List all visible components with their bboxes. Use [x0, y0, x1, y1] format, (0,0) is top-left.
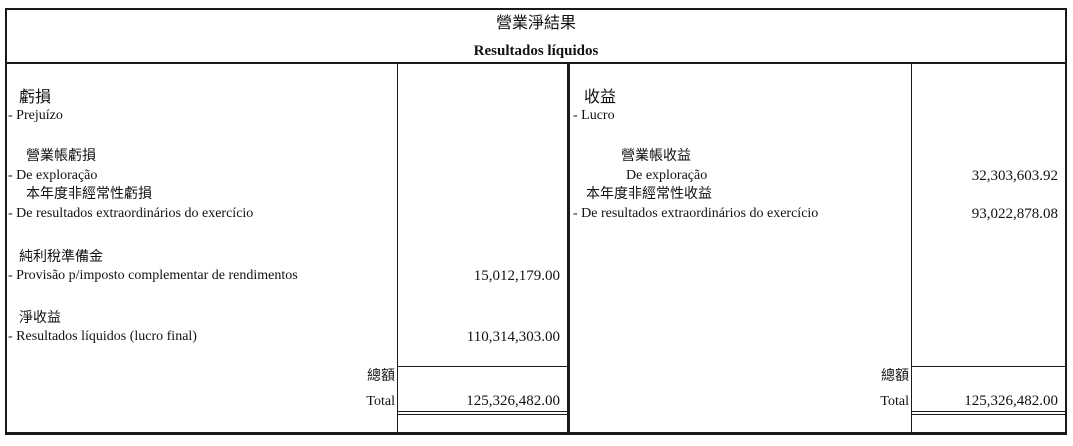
right-row-amount: 32,303,603.92	[971, 168, 1058, 184]
title-zh: 營業淨結果	[495, 15, 576, 32]
frame-top	[5, 8, 1067, 10]
left-double-line-2	[397, 414, 567, 415]
left-row-amount: 110,314,303.00	[466, 329, 560, 345]
left-row-pt: - Provisão p/imposto complementar de ren…	[8, 268, 298, 283]
right-total-label-zh: 總額	[881, 369, 909, 384]
left-row-pt: - De exploração	[8, 168, 98, 183]
right-total-line	[911, 366, 1066, 367]
right-total-amount: 125,326,482.00	[964, 393, 1058, 409]
left-row-amount: 15,012,179.00	[473, 268, 560, 284]
left-row-pt: - Resultados líquidos (lucro final)	[8, 329, 197, 344]
title-pt: Resultados líquidos	[473, 43, 599, 59]
left-row-zh: 營業帳虧損	[26, 149, 96, 164]
left-total-line	[397, 366, 567, 367]
left-total-amount: 125,326,482.00	[466, 393, 560, 409]
left-row-zh: 純利稅準備金	[19, 250, 103, 265]
right-heading-zh: 收益	[584, 89, 617, 106]
frame-bottom	[5, 432, 1067, 435]
left-total-label-zh: 總額	[367, 369, 395, 384]
right-total-label-pt: Total	[880, 394, 909, 409]
right-row-zh: 營業帳收益	[621, 149, 691, 164]
right-heading-pt: - Lucro	[573, 108, 615, 123]
left-heading-pt: - Prejuízo	[8, 108, 63, 123]
right-row-zh: 本年度非經常性收益	[586, 187, 712, 202]
frame-right	[1065, 8, 1067, 435]
left-row-zh: 淨收益	[19, 311, 61, 326]
right-double-line-1	[911, 411, 1066, 412]
header-divider	[5, 62, 1067, 64]
center-divider	[567, 62, 570, 434]
left-heading-zh: 虧損	[19, 89, 52, 106]
right-amount-col-line	[911, 62, 912, 434]
right-row-pt: De exploração	[626, 168, 708, 183]
frame-left	[5, 8, 7, 435]
left-amount-col-line	[397, 62, 398, 434]
left-double-line-1	[397, 411, 567, 412]
left-row-zh: 本年度非經常性虧損	[26, 187, 152, 202]
right-row-amount: 93,022,878.08	[971, 206, 1058, 222]
left-total-label-pt: Total	[366, 394, 395, 409]
right-row-pt: - De resultados extraordinários do exerc…	[573, 206, 819, 221]
left-row-pt: - De resultados extraordinários do exerc…	[8, 206, 254, 221]
right-double-line-2	[911, 414, 1066, 415]
